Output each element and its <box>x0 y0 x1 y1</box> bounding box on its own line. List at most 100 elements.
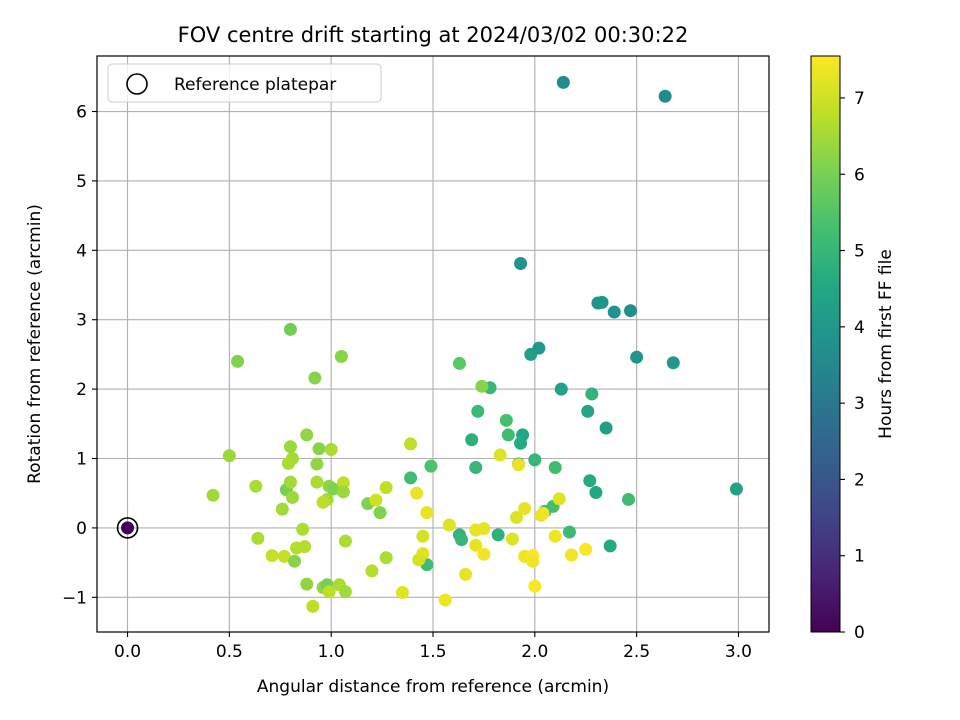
data-point <box>500 414 513 427</box>
data-point <box>624 304 637 317</box>
data-point <box>369 494 382 507</box>
data-point <box>312 442 325 455</box>
data-point <box>583 474 596 487</box>
y-tick-label: −1 <box>62 588 87 608</box>
data-point <box>630 351 643 364</box>
data-point <box>339 535 352 548</box>
data-point <box>335 350 348 363</box>
x-tick-label: 1.0 <box>318 642 345 662</box>
colorbar-gradient <box>811 56 840 632</box>
data-point <box>528 453 541 466</box>
data-point <box>524 348 537 361</box>
data-point <box>374 506 387 519</box>
data-point <box>536 507 549 520</box>
data-point <box>276 503 289 516</box>
data-point <box>223 449 236 462</box>
figure: FOV centre drift starting at 2024/03/02 … <box>0 0 960 720</box>
reference-point <box>121 521 134 534</box>
colorbar-tick-label: 3 <box>854 394 865 414</box>
colorbar-tick-label: 0 <box>854 623 865 643</box>
data-point <box>471 405 484 418</box>
data-point <box>475 380 488 393</box>
y-tick-label: 1 <box>76 450 87 470</box>
data-point <box>296 523 309 536</box>
y-tick-label: 6 <box>76 103 87 123</box>
data-point <box>284 323 297 336</box>
data-point <box>514 257 527 270</box>
data-point <box>337 485 350 498</box>
data-point <box>514 437 527 450</box>
data-point <box>608 306 621 319</box>
y-tick-label: 0 <box>76 519 87 539</box>
data-point <box>249 480 262 493</box>
data-point <box>512 458 525 471</box>
colorbar-tick-label: 1 <box>854 547 865 567</box>
data-point <box>477 548 490 561</box>
data-point <box>288 555 301 568</box>
y-tick-label: 2 <box>76 380 87 400</box>
data-point <box>492 528 505 541</box>
colorbar-tick-label: 7 <box>854 89 865 109</box>
data-point <box>579 543 592 556</box>
data-point <box>284 476 297 489</box>
data-point <box>308 372 321 385</box>
x-tick-label: 0.0 <box>114 642 141 662</box>
y-axis-ticks: −1 0 1 2 3 4 5 6 <box>62 103 97 609</box>
data-point <box>659 90 672 103</box>
data-point <box>465 433 478 446</box>
data-point <box>410 487 423 500</box>
data-point <box>396 586 409 599</box>
data-point <box>412 553 425 566</box>
data-point <box>459 568 472 581</box>
data-point <box>549 461 562 474</box>
data-point <box>284 440 297 453</box>
data-point <box>282 457 295 470</box>
colorbar: 0 1 2 3 4 5 6 7 Hours from first FF file <box>811 56 896 643</box>
data-point <box>310 476 323 489</box>
data-point <box>231 355 244 368</box>
x-tick-label: 3.0 <box>725 642 752 662</box>
x-axis-label: Angular distance from reference (arcmin) <box>257 677 609 697</box>
x-tick-label: 0.5 <box>216 642 243 662</box>
data-point <box>604 539 617 552</box>
data-point <box>443 519 456 532</box>
data-point <box>502 428 515 441</box>
colorbar-tick-label: 4 <box>854 318 865 338</box>
y-tick-label: 5 <box>76 172 87 192</box>
data-point <box>526 555 539 568</box>
data-point <box>380 551 393 564</box>
x-tick-label: 2.0 <box>521 642 548 662</box>
colorbar-label: Hours from first FF file <box>876 249 896 439</box>
data-point <box>439 594 452 607</box>
data-point <box>494 449 507 462</box>
data-point <box>420 506 433 519</box>
colorbar-tick-label: 5 <box>854 242 865 262</box>
data-point <box>589 486 602 499</box>
data-point <box>404 471 417 484</box>
data-point <box>585 387 598 400</box>
data-point <box>298 540 311 553</box>
data-point <box>581 405 594 418</box>
y-tick-label: 3 <box>76 311 87 331</box>
data-point <box>380 481 393 494</box>
data-point <box>553 492 566 505</box>
data-point <box>424 460 437 473</box>
data-point <box>455 533 468 546</box>
x-tick-label: 1.5 <box>419 642 446 662</box>
y-tick-label: 4 <box>76 241 87 261</box>
data-point <box>300 578 313 591</box>
data-point <box>310 458 323 471</box>
x-tick-label: 2.5 <box>623 642 650 662</box>
data-point <box>416 530 429 543</box>
data-point <box>306 600 319 613</box>
grid <box>97 56 769 632</box>
data-point <box>266 549 279 562</box>
data-point <box>300 428 313 441</box>
data-point <box>317 496 330 509</box>
scatter-points <box>207 76 743 613</box>
colorbar-tick-label: 2 <box>854 470 865 490</box>
x-axis-ticks: 0.0 0.5 1.0 1.5 2.0 2.5 3.0 <box>114 632 752 662</box>
data-point <box>555 383 568 396</box>
data-point <box>667 356 680 369</box>
data-point <box>600 421 613 434</box>
